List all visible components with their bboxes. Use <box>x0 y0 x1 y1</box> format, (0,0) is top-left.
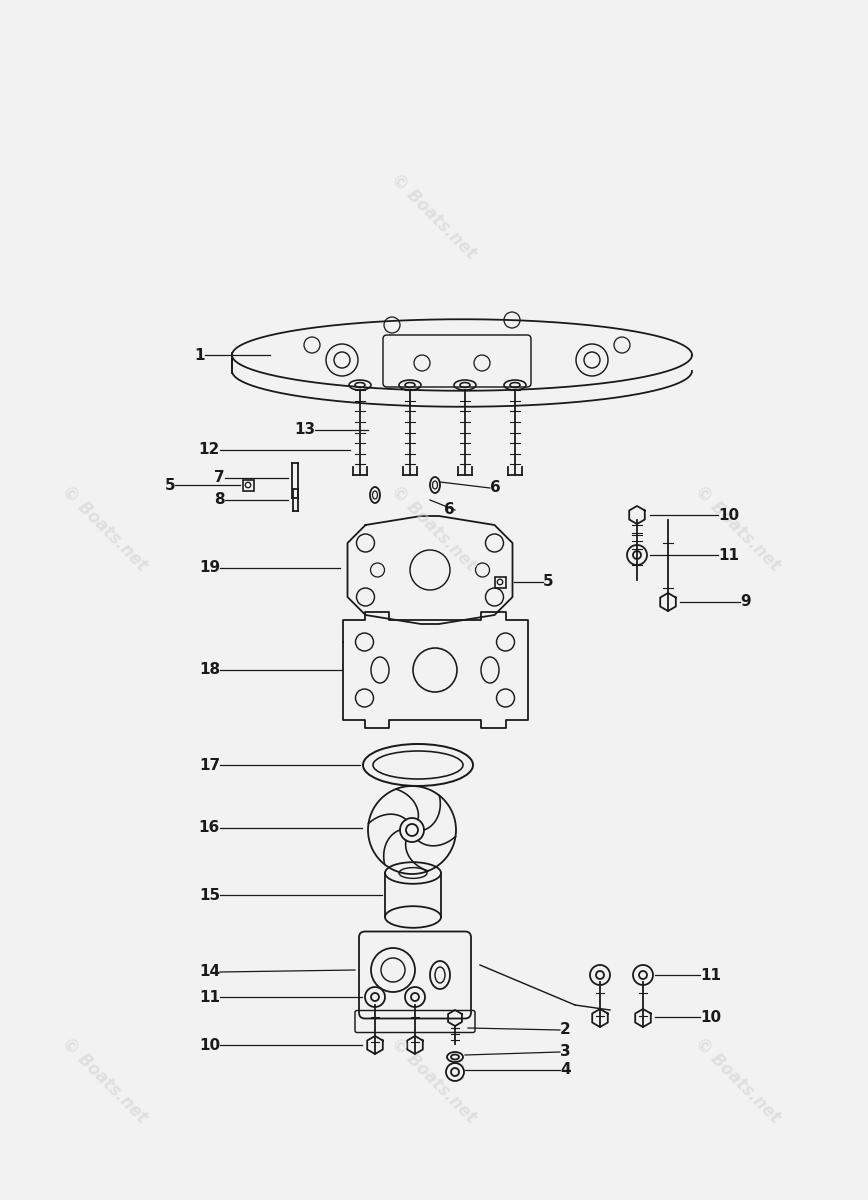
Text: 6: 6 <box>444 503 455 517</box>
Text: 11: 11 <box>700 967 721 983</box>
Text: 14: 14 <box>199 965 220 979</box>
Text: 13: 13 <box>294 422 315 438</box>
Text: 11: 11 <box>199 990 220 1004</box>
Text: 16: 16 <box>199 821 220 835</box>
Text: 11: 11 <box>718 547 739 563</box>
Text: 8: 8 <box>214 492 225 508</box>
Text: 3: 3 <box>560 1044 570 1060</box>
Text: 12: 12 <box>199 443 220 457</box>
Text: © Boats.net: © Boats.net <box>388 169 480 263</box>
Text: 4: 4 <box>560 1062 570 1078</box>
Text: © Boats.net: © Boats.net <box>58 1033 150 1127</box>
Text: 19: 19 <box>199 560 220 576</box>
Text: 10: 10 <box>700 1009 721 1025</box>
Text: © Boats.net: © Boats.net <box>388 481 480 575</box>
Text: 1: 1 <box>194 348 205 362</box>
Text: © Boats.net: © Boats.net <box>388 1033 480 1127</box>
Text: © Boats.net: © Boats.net <box>692 481 784 575</box>
Text: 5: 5 <box>164 478 175 492</box>
Text: 2: 2 <box>560 1022 571 1038</box>
Text: 18: 18 <box>199 662 220 678</box>
Text: 5: 5 <box>543 575 554 589</box>
Text: © Boats.net: © Boats.net <box>692 1033 784 1127</box>
Bar <box>495 576 505 588</box>
Text: 7: 7 <box>214 470 225 486</box>
Text: 17: 17 <box>199 757 220 773</box>
Text: © Boats.net: © Boats.net <box>58 481 150 575</box>
Text: 9: 9 <box>740 594 751 610</box>
Text: 10: 10 <box>199 1038 220 1052</box>
Text: 10: 10 <box>718 508 740 522</box>
Bar <box>242 480 253 491</box>
Text: 6: 6 <box>490 480 501 496</box>
Text: 15: 15 <box>199 888 220 902</box>
